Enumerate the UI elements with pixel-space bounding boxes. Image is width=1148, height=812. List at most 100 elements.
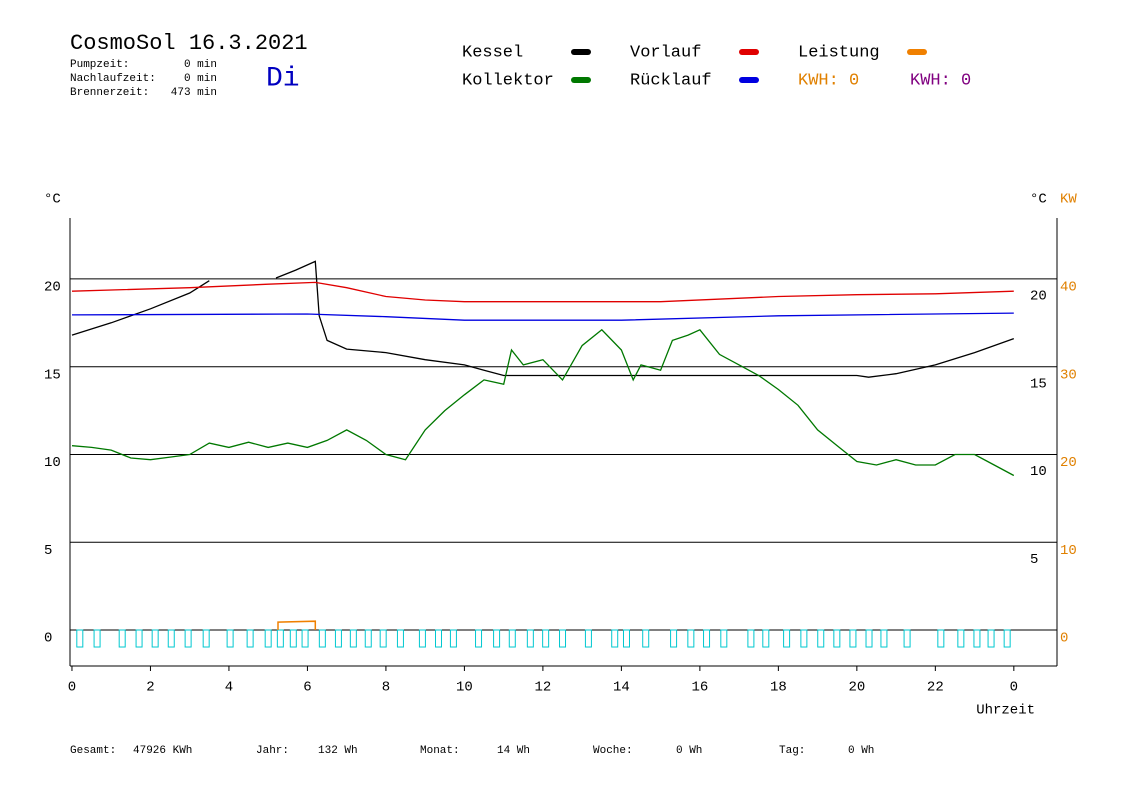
pump-pulse bbox=[246, 629, 254, 648]
x-tick-label: 18 bbox=[770, 680, 787, 696]
y-tick-label: 20 bbox=[44, 280, 61, 296]
pump-pulse bbox=[542, 629, 550, 648]
footer-label: Gesamt: bbox=[70, 745, 116, 757]
y2-axis-label-unit: °C bbox=[1030, 192, 1047, 208]
pump-pulse bbox=[184, 629, 192, 648]
series-line bbox=[71, 312, 1014, 321]
pump-pulse bbox=[903, 629, 911, 648]
pump-pulse bbox=[880, 629, 888, 648]
pump-pulse bbox=[364, 629, 372, 648]
pump-pulse bbox=[493, 629, 501, 648]
legend-label: Kollektor bbox=[462, 71, 554, 90]
info-label: Pumpzeit: bbox=[70, 59, 129, 71]
pump-pulse bbox=[396, 629, 404, 648]
pump-pulse bbox=[289, 629, 297, 648]
y2-tick-label: 0 bbox=[1060, 631, 1068, 647]
kwh-label: KWH: 0 bbox=[798, 71, 859, 90]
pump-pulse bbox=[202, 629, 210, 648]
x-tick-label: 10 bbox=[456, 680, 473, 696]
pump-pulse bbox=[301, 629, 309, 648]
y2-tick-label: 20 bbox=[1060, 455, 1077, 471]
info-value: 0 min bbox=[184, 59, 217, 71]
pump-pulse bbox=[118, 629, 126, 648]
pump-pulse bbox=[817, 629, 825, 648]
y-tick-label-right: 10 bbox=[1030, 464, 1047, 480]
pump-pulse bbox=[508, 629, 516, 648]
x-tick-label: 12 bbox=[534, 680, 551, 696]
pump-pulse bbox=[622, 629, 630, 648]
info-value: 473 min bbox=[171, 87, 217, 99]
pump-pulse bbox=[670, 629, 678, 648]
x-tick-label: 16 bbox=[691, 680, 708, 696]
y2-tick-label: 30 bbox=[1060, 367, 1077, 383]
pump-pulse bbox=[435, 629, 443, 648]
footer-value: 47926 KWh bbox=[133, 745, 192, 757]
pump-pulse bbox=[584, 629, 592, 648]
pump-pulse bbox=[937, 629, 945, 648]
pump-pulse bbox=[318, 629, 326, 648]
pump-pulse bbox=[987, 629, 995, 648]
pump-pulse bbox=[526, 629, 534, 648]
legend-label: Vorlauf bbox=[630, 43, 701, 62]
x-tick-label: 0 bbox=[1010, 680, 1018, 696]
info-label: Nachlaufzeit: bbox=[70, 73, 156, 85]
x-tick-label: 22 bbox=[927, 680, 944, 696]
footer-value: 14 Wh bbox=[497, 745, 530, 757]
info-label: Brennerzeit: bbox=[70, 87, 149, 99]
pump-pulse bbox=[687, 629, 695, 648]
pump-pulse bbox=[747, 629, 755, 648]
pump-pulse bbox=[418, 629, 426, 648]
footer-value: 0 Wh bbox=[848, 745, 874, 757]
pump-pulse bbox=[76, 629, 84, 648]
footer-label: Woche: bbox=[593, 745, 633, 757]
pump-pulse bbox=[349, 629, 357, 648]
pump-pulse bbox=[973, 629, 981, 648]
pump-pulse bbox=[334, 629, 342, 648]
pump-pulse bbox=[833, 629, 841, 648]
pump-pulse bbox=[800, 629, 808, 648]
series-line bbox=[71, 328, 1015, 477]
pump-pulse bbox=[379, 629, 387, 648]
x-tick-label: 14 bbox=[613, 680, 630, 696]
series-line bbox=[71, 260, 1015, 378]
pump-pulse bbox=[703, 629, 711, 648]
pump-pulse bbox=[475, 629, 483, 648]
series-line bbox=[277, 620, 317, 630]
pump-pulse bbox=[226, 629, 234, 648]
pump-pulse bbox=[135, 629, 143, 648]
x-tick-label: 0 bbox=[68, 680, 76, 696]
pump-pulse bbox=[1003, 629, 1011, 648]
x-tick-label: 6 bbox=[303, 680, 311, 696]
pump-pulse bbox=[642, 629, 650, 648]
weekday: Di bbox=[266, 63, 300, 94]
x-tick-label: 4 bbox=[225, 680, 233, 696]
kwh-label: KWH: 0 bbox=[910, 71, 971, 90]
pump-pulse bbox=[957, 629, 965, 648]
y-tick-label-right: 5 bbox=[1030, 552, 1038, 568]
pump-pulse bbox=[151, 629, 159, 648]
series-line bbox=[71, 281, 1014, 303]
pump-pulse bbox=[783, 629, 791, 648]
x-tick-label: 8 bbox=[382, 680, 390, 696]
y-tick-label: 15 bbox=[44, 367, 61, 383]
y-tick-label-right: 20 bbox=[1030, 289, 1047, 305]
legend-label: Kessel bbox=[462, 43, 523, 62]
y-axis-label: °C bbox=[44, 192, 61, 208]
legend-label: Leistung bbox=[798, 43, 880, 62]
info-value: 0 min bbox=[184, 73, 217, 85]
y-tick-label-right: 15 bbox=[1030, 376, 1047, 392]
pump-pulse bbox=[762, 629, 770, 648]
pump-pulse bbox=[720, 629, 728, 648]
pump-pulse bbox=[449, 629, 457, 648]
pump-pulse bbox=[611, 629, 619, 648]
pump-pulse bbox=[276, 629, 284, 648]
pump-pulse bbox=[849, 629, 857, 648]
y-tick-label: 10 bbox=[44, 455, 61, 471]
pump-pulse bbox=[865, 629, 873, 648]
y-tick-label: 5 bbox=[44, 543, 52, 559]
y2-tick-label: 10 bbox=[1060, 543, 1077, 559]
x-tick-label: 20 bbox=[848, 680, 865, 696]
pump-pulse bbox=[264, 629, 272, 648]
footer-label: Monat: bbox=[420, 745, 460, 757]
